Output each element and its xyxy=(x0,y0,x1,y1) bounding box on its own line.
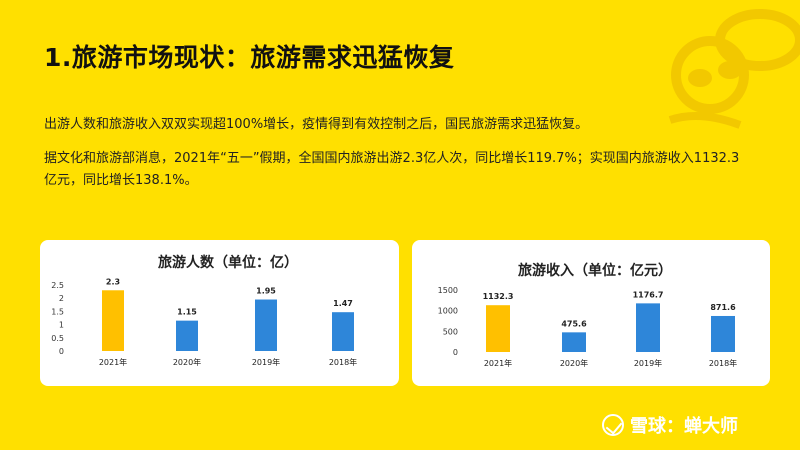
bar xyxy=(636,303,660,352)
visitors-chart-title: 旅游人数（单位：亿） xyxy=(158,255,298,271)
x-tick-label: 2018年 xyxy=(329,357,357,367)
y-tick-label: 0.5 xyxy=(51,334,64,343)
detail-paragraph: 据文化和旅游部消息，2021年“五一”假期，全国国内旅游出游2.3亿人次，同比增… xyxy=(44,151,740,188)
bar xyxy=(486,305,510,352)
y-tick-label: 0 xyxy=(59,347,64,356)
x-tick-label: 2020年 xyxy=(173,357,201,367)
data-label: 475.6 xyxy=(561,319,587,328)
data-label: 2.3 xyxy=(106,277,120,286)
data-label: 1.95 xyxy=(256,287,276,296)
bee-decoration-icon xyxy=(668,9,800,129)
data-label: 1.47 xyxy=(333,299,353,308)
summary-paragraph: 出游人数和旅游收入双双实现超100%增长，疫情得到有效控制之后，国民旅游需求迅猛… xyxy=(44,117,589,132)
y-tick-label: 1.5 xyxy=(51,307,64,316)
x-tick-label: 2021年 xyxy=(99,357,127,367)
data-label: 871.6 xyxy=(710,303,736,312)
revenue-chart-card: 0 500 1000 1500 1132.3 2021年 475.6 2020年 1176.7 2… xyxy=(412,240,770,386)
watermark: 雪球：蝉大师 xyxy=(602,412,738,438)
bar xyxy=(176,320,198,351)
x-tick-label: 2019年 xyxy=(252,357,280,367)
data-label: 1132.3 xyxy=(483,292,514,301)
y-tick-label: 1500 xyxy=(438,286,458,295)
y-tick-label: 1000 xyxy=(438,307,458,316)
y-tick-label: 2.5 xyxy=(51,281,64,290)
bar xyxy=(102,290,124,351)
data-label: 1.15 xyxy=(177,308,197,317)
x-tick-label: 2020年 xyxy=(560,358,588,368)
revenue-chart-title: 旅游收入（单位：亿元） xyxy=(518,263,672,279)
bar xyxy=(332,312,354,351)
x-tick-label: 2021年 xyxy=(484,358,512,368)
data-label: 1176.7 xyxy=(633,290,664,299)
y-tick-label: 1 xyxy=(59,321,64,330)
x-tick-label: 2019年 xyxy=(634,358,662,368)
y-tick-label: 0 xyxy=(453,348,458,357)
watermark-text: 雪球：蝉大师 xyxy=(630,416,738,437)
bar xyxy=(711,315,735,352)
visitors-chart: 0 0.5 1 1.5 2 2.5 2.3 2021年 1.15 2020年 1.95 2019年 1.… xyxy=(51,277,357,367)
revenue-chart: 0 500 1000 1500 1132.3 2021年 475.6 2020年 1176.7 2… xyxy=(438,286,738,368)
bar xyxy=(255,299,277,351)
snowball-logo-icon xyxy=(602,414,624,436)
y-tick-label: 2 xyxy=(59,294,64,303)
x-tick-label: 2018年 xyxy=(709,358,737,368)
visitors-chart-card: 0 0.5 1 1.5 2 2.5 2.3 2021年 1.15 2020年 1.95 2019年 1.… xyxy=(40,240,399,386)
page-title: 1.旅游市场现状：旅游需求迅猛恢复 xyxy=(44,43,455,72)
y-tick-label: 500 xyxy=(443,327,458,336)
bar xyxy=(562,332,586,352)
